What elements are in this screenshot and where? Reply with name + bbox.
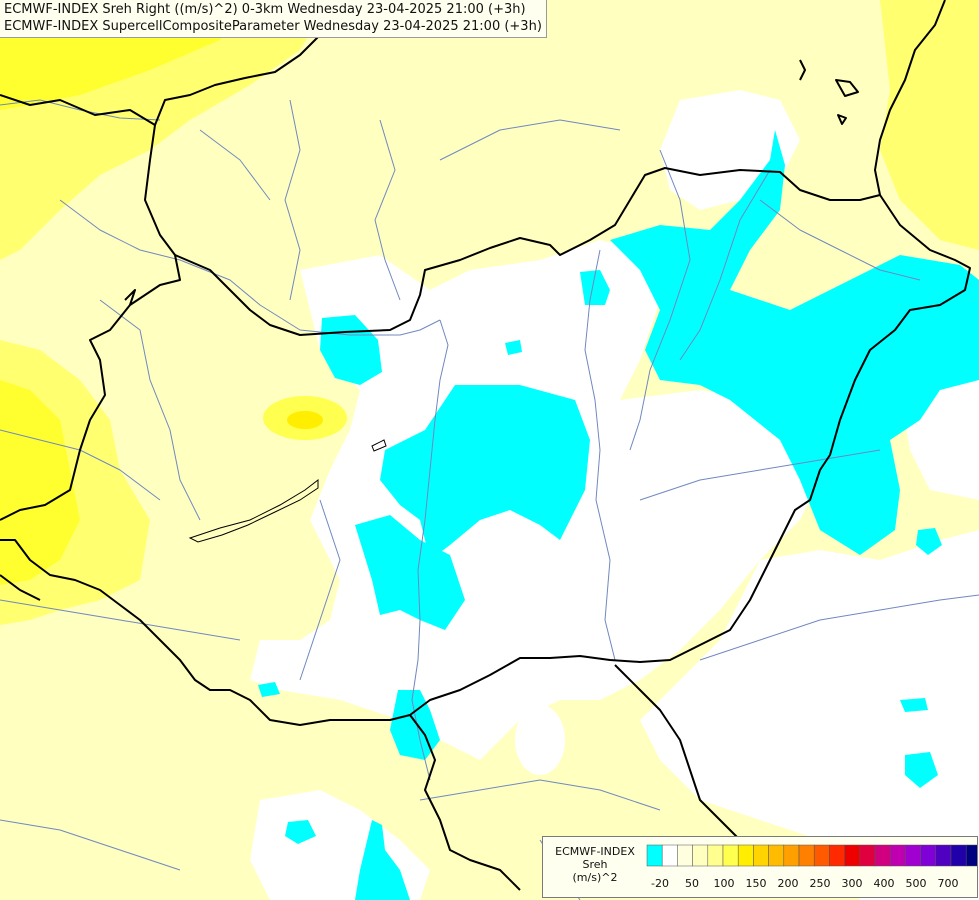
header-line-scp: ECMWF-INDEX SupercellCompositeParameter … — [4, 19, 542, 34]
legend-swatch — [813, 844, 830, 867]
legend-tick-label: 150 — [746, 877, 767, 890]
legend-swatch — [844, 844, 861, 867]
legend-swatch — [829, 844, 845, 867]
legend-tick-label: 200 — [778, 877, 799, 890]
rivers — [0, 99, 979, 900]
sreh-zone-yellow-w-core — [0, 380, 80, 585]
legend-swatch — [905, 844, 921, 867]
sreh-zone-yellow-ne — [880, 0, 979, 250]
legend-title-model: ECMWF-INDEX — [555, 845, 635, 858]
legend-swatch — [874, 844, 891, 867]
legend-swatch — [798, 844, 815, 867]
sreh-zone-white-spot — [515, 705, 565, 775]
sreh-zone-cyan-main-east — [610, 130, 979, 555]
map-header: ECMWF-INDEX Sreh Right ((m/s)^2) 0-3km W… — [0, 0, 547, 38]
sreh-zone-white-east — [640, 530, 979, 900]
header-line-sreh: ECMWF-INDEX Sreh Right ((m/s)^2) 0-3km W… — [4, 2, 526, 17]
legend-swatch — [646, 844, 663, 867]
legend-swatch — [889, 844, 906, 867]
legend-tick-label: 250 — [810, 877, 831, 890]
legend-swatch — [768, 844, 785, 867]
sreh-zone-cyan-center — [380, 385, 590, 560]
legend-swatch — [692, 844, 709, 867]
sreh-zone-cyan-small2 — [505, 340, 522, 355]
legend-tick-label: 100 — [714, 877, 735, 890]
lake-outline-small — [371, 439, 387, 452]
legend-tick-label: 700 — [938, 877, 959, 890]
legend-swatch — [677, 844, 693, 867]
legend-tick-label: 50 — [685, 877, 699, 890]
legend-title: ECMWF-INDEX Sreh (m/s)^2 — [547, 845, 643, 884]
legend-scale: -20 50 100 150 200 250 300 400 500 700 — [646, 844, 977, 890]
sreh-zone-cyan-bottom — [355, 820, 410, 900]
legend-tick-label: 300 — [842, 877, 863, 890]
legend-swatch — [722, 844, 739, 867]
sreh-zone-cyan-small5 — [916, 528, 942, 555]
legend-swatch — [737, 844, 754, 867]
sreh-zone-cyan-small4 — [285, 820, 316, 844]
legend-swatch — [965, 844, 977, 867]
legend-tick-label: 400 — [874, 877, 895, 890]
legend-swatch — [859, 844, 876, 867]
legend-tick-label: -20 — [651, 877, 669, 890]
lake-outline — [188, 478, 319, 543]
sreh-zone-cyan-small6 — [905, 752, 938, 788]
legend-swatch — [783, 844, 800, 867]
legend-title-unit: (m/s)^2 — [572, 871, 618, 884]
sreh-zone-cyan-sw-arm — [355, 515, 465, 630]
legend-swatch — [920, 844, 937, 867]
legend-swatch — [707, 844, 724, 867]
legend-swatch — [950, 844, 967, 867]
sreh-zone-yellow-spot-core — [287, 411, 323, 429]
sreh-zone-cyan-small3 — [258, 682, 280, 697]
sreh-zone-cyan-small7 — [900, 698, 928, 712]
legend-swatch — [753, 844, 769, 867]
legend-tick-label: 500 — [906, 877, 927, 890]
legend-swatch — [935, 844, 952, 867]
legend-swatch — [661, 844, 678, 867]
legend-title-param: Sreh — [582, 858, 608, 871]
color-legend: ECMWF-INDEX Sreh (m/s)^2 -20 50 100 150 200 2… — [542, 836, 978, 898]
sreh-zone-cyan-small1 — [580, 270, 610, 305]
